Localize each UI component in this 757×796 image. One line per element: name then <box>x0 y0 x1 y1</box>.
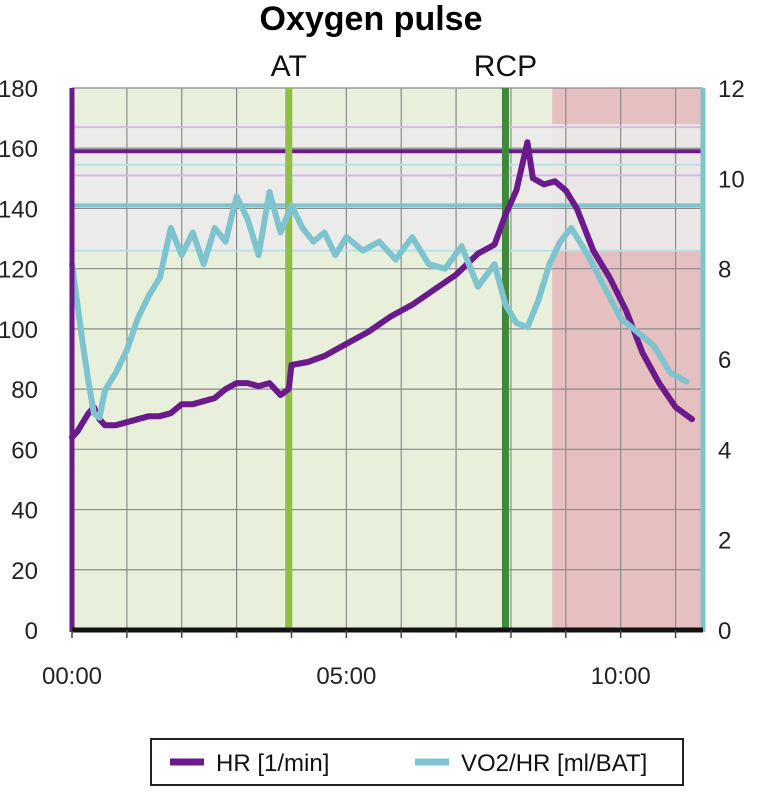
x-tick-label: 10:00 <box>591 663 651 690</box>
left-tick-label: 120 <box>0 257 38 284</box>
series-line-2 <box>69 188 690 421</box>
reference-band-layer <box>72 124 703 251</box>
legend-label-1: HR [1/min] <box>216 750 329 777</box>
axes-layer <box>69 88 706 638</box>
right-tick-label: 6 <box>718 347 731 374</box>
grid-layer <box>72 87 703 631</box>
right-tick-label: 10 <box>718 166 745 193</box>
right-tick-label: 2 <box>718 528 731 555</box>
legend: HR [1/min] VO2/HR [ml/BAT] <box>150 738 684 786</box>
marker-label-rcp: RCP <box>474 50 537 83</box>
left-tick-label: 0 <box>25 618 38 645</box>
chart-title: Oxygen pulse <box>260 0 483 38</box>
left-tick-label: 80 <box>11 377 38 404</box>
reference-band-1 <box>72 124 703 251</box>
legend-label-2: VO2/HR [ml/BAT] <box>461 750 647 777</box>
x-tick-label: 05:00 <box>316 663 376 690</box>
left-tick-label: 20 <box>11 558 38 585</box>
left-tick-label: 40 <box>11 498 38 525</box>
tick-label-layer: 0 20 40 60 80 100 120 140 160 180 0 2 4 6 8 10 12 00:00 05… <box>0 76 745 690</box>
right-tick-label: 8 <box>718 257 731 284</box>
left-tick-label: 160 <box>0 136 38 163</box>
right-tick-label: 4 <box>718 437 731 464</box>
series-line-1 <box>69 139 695 441</box>
series-layer <box>69 139 695 441</box>
left-tick-label: 100 <box>0 317 38 344</box>
left-tick-label: 140 <box>0 196 38 223</box>
right-tick-label: 12 <box>718 76 745 103</box>
marker-label-at: AT <box>271 50 307 83</box>
right-tick-label: 0 <box>718 618 731 645</box>
x-tick-label: 00:00 <box>42 663 102 690</box>
marker-layer: AT RCP <box>271 50 537 630</box>
left-tick-label: 180 <box>0 76 38 103</box>
left-tick-label: 60 <box>11 437 38 464</box>
